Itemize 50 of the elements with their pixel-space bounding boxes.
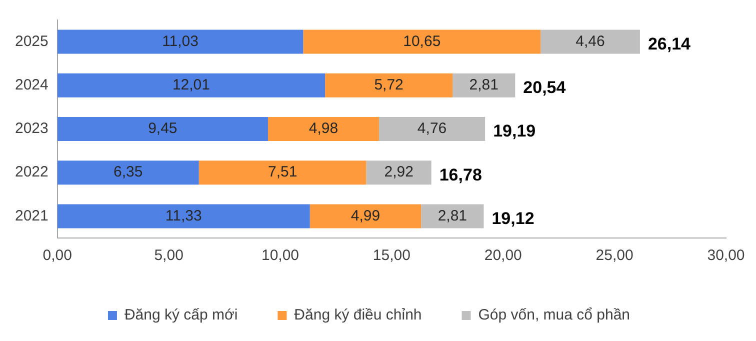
bar	[268, 117, 379, 141]
x-tick-label: 20,00	[484, 247, 522, 264]
bar	[57, 204, 310, 228]
data-label: 4,98	[308, 120, 338, 138]
bar	[325, 73, 453, 98]
data-label: 2,81	[438, 207, 468, 224]
legend-label: Góp vốn, mua cổ phần	[478, 306, 630, 324]
bar	[421, 204, 484, 228]
data-label: 2,81	[469, 76, 498, 94]
bar	[57, 160, 199, 185]
data-label: 4,76	[417, 120, 447, 138]
y-tick-label: 2023	[14, 120, 48, 138]
data-label: 7,51	[268, 164, 298, 181]
data-label: 9,45	[148, 120, 178, 138]
data-label: 2,92	[384, 164, 414, 181]
x-tick-label: 25,00	[596, 247, 634, 264]
bar	[378, 117, 486, 141]
bar	[366, 160, 432, 185]
bar	[57, 73, 326, 98]
bar	[57, 117, 268, 141]
x-tick-label: 5,00	[154, 247, 184, 264]
legend-label: Đăng ký điều chỉnh	[294, 306, 422, 324]
data-label: 4,46	[576, 32, 605, 50]
y-tick-label: 2022	[14, 164, 48, 181]
total-label: 26,14	[648, 34, 692, 54]
total-label: 19,19	[493, 122, 536, 141]
data-label: 11,03	[162, 32, 199, 50]
y-tick-label: 2021	[14, 207, 48, 224]
bar	[452, 73, 516, 98]
data-label: 12,01	[172, 76, 210, 94]
y-tick-label: 2025	[14, 32, 48, 50]
x-tick-label: 0,00	[42, 247, 72, 264]
y-tick-label: 2024	[14, 76, 48, 94]
x-tick-label: 15,00	[372, 247, 410, 264]
legend-label: Đăng ký cấp mới	[124, 306, 238, 324]
total-label: 20,54	[523, 78, 566, 98]
bar	[310, 204, 422, 228]
bar	[57, 30, 304, 54]
bar	[540, 30, 640, 54]
bar	[198, 160, 366, 185]
data-label: 6,35	[114, 164, 143, 181]
total-label: 16,78	[439, 165, 482, 184]
x-tick-label: 30,00	[707, 247, 745, 264]
x-tick-label: 10,00	[261, 247, 300, 264]
data-label: 10,65	[403, 32, 441, 50]
data-label: 4,99	[350, 207, 380, 224]
total-label: 19,12	[492, 208, 534, 228]
bar	[303, 30, 541, 54]
data-label: 5,72	[374, 76, 404, 94]
data-label: 11,33	[165, 207, 202, 224]
